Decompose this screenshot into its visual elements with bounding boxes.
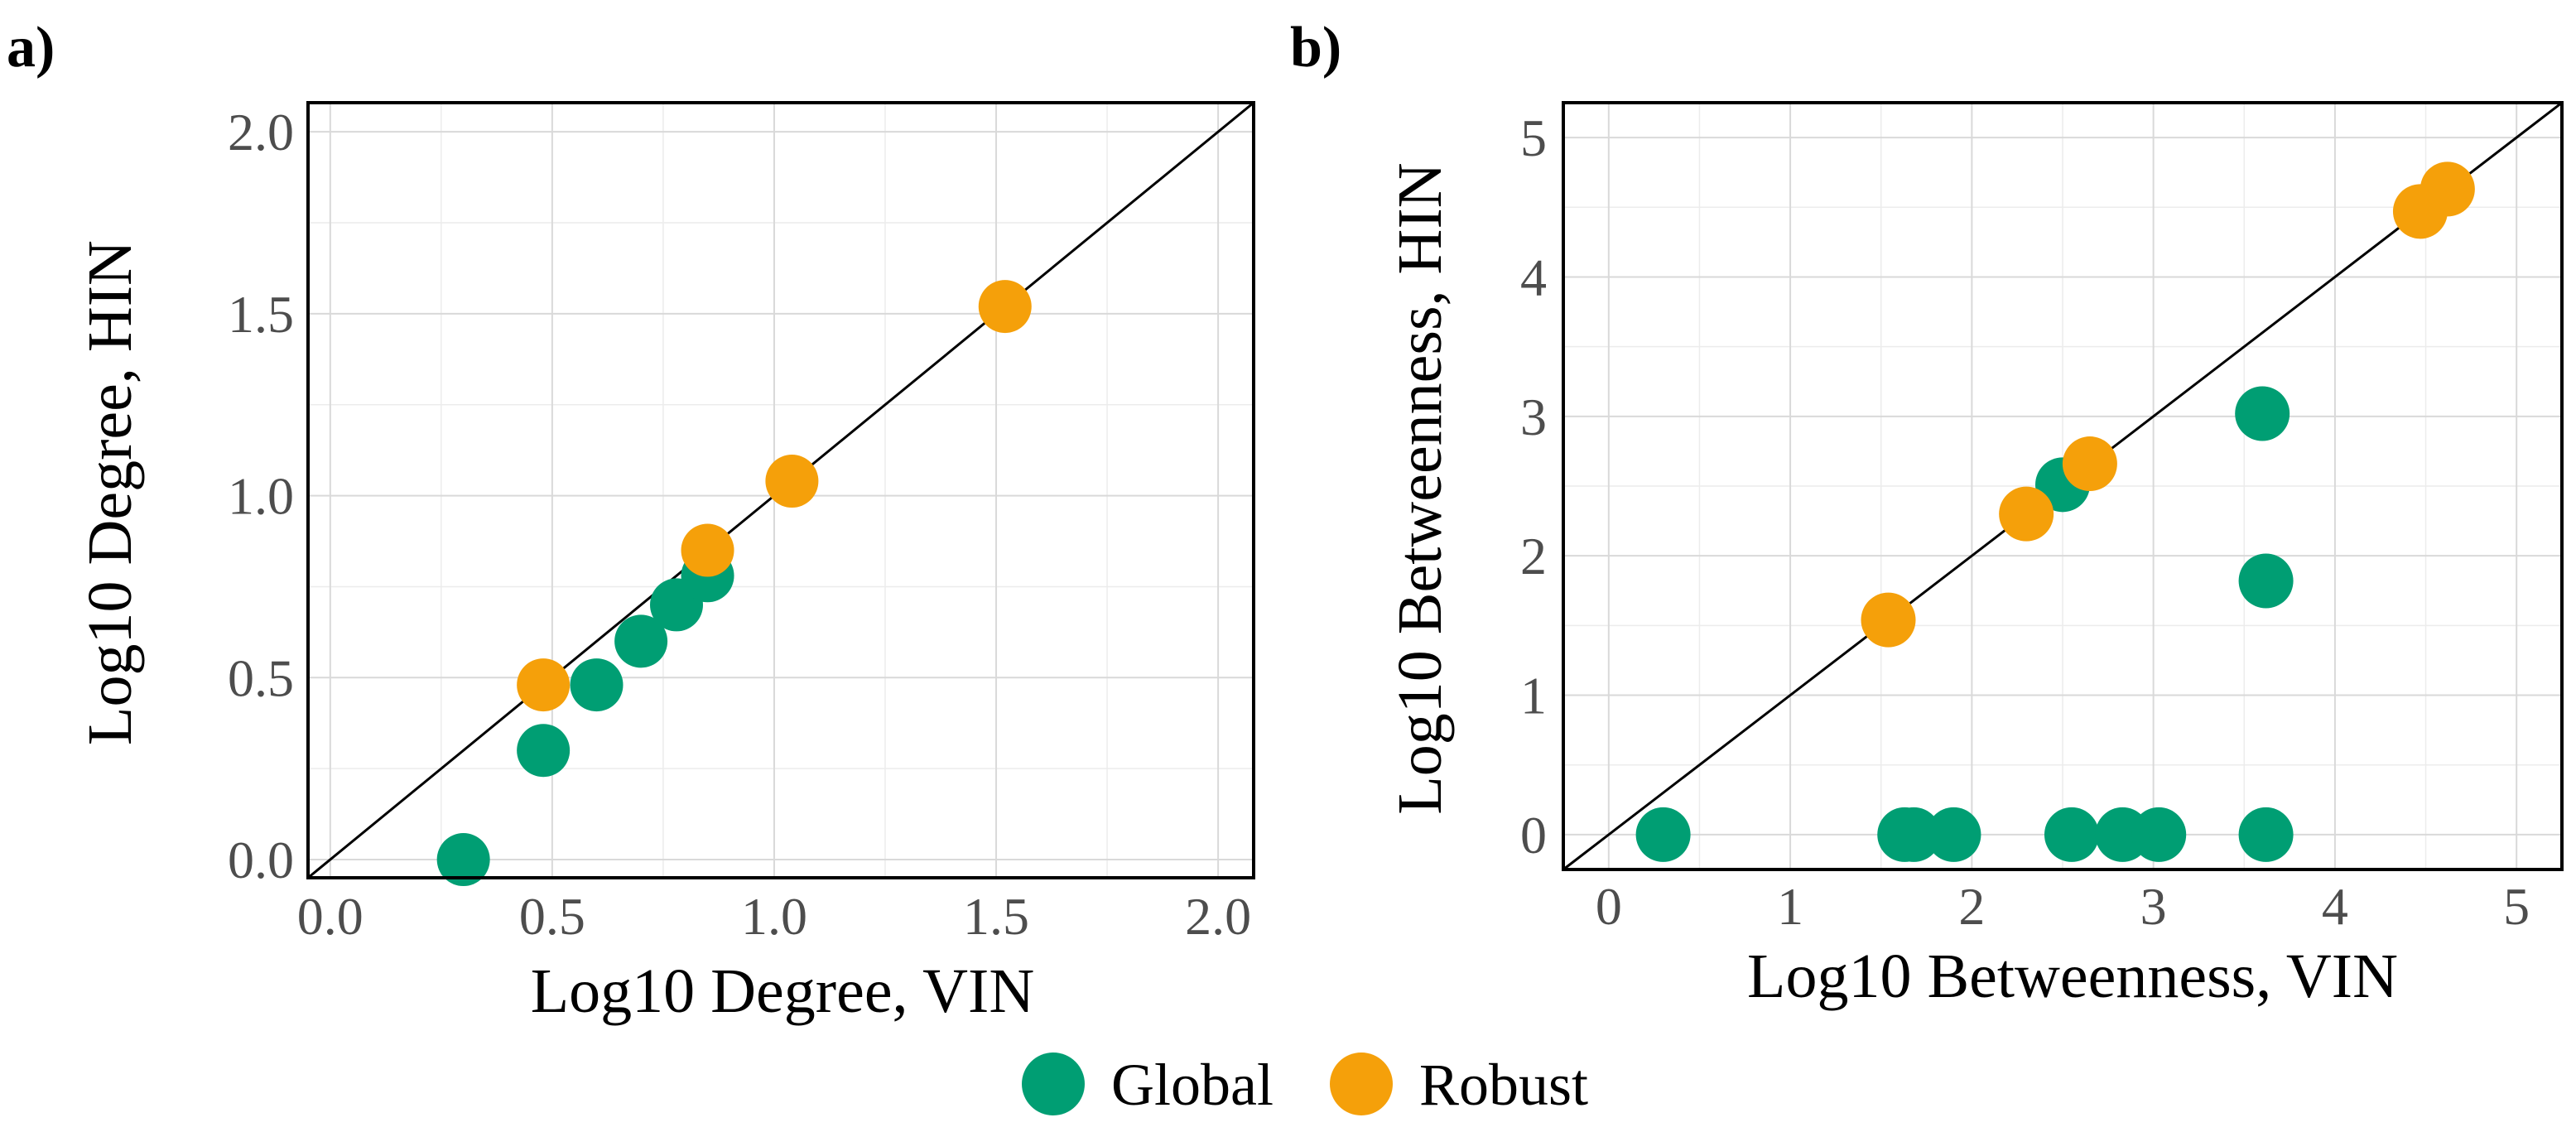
data-point-global (517, 724, 571, 778)
data-point-global (1926, 807, 1981, 862)
panel-a-degree-scatter: a) 0.0 0.5 1.0 1.5 2.0 0.0 0.5 1.0 1.5 2.0 Log10… (7, 16, 1255, 1026)
y-tick-label: 5 (1520, 108, 1547, 167)
x-tick-label: 2 (1958, 877, 1985, 936)
data-point-global (2131, 807, 2187, 862)
data-point-robust (681, 523, 734, 577)
legend-swatch-robust (1330, 1053, 1393, 1115)
panel-b-x-ticks: 0 1 2 3 4 5 (1596, 877, 2530, 936)
data-point-robust (978, 280, 1032, 334)
panel-label-a: a) (7, 16, 55, 79)
data-point-global (436, 833, 490, 887)
data-point-global (2238, 553, 2294, 609)
y-tick-label: 1.5 (228, 285, 294, 344)
x-tick-label: 4 (2322, 877, 2348, 936)
panel-a-x-ticks: 0.0 0.5 1.0 1.5 2.0 (297, 887, 1251, 946)
x-tick-label: 0.5 (519, 887, 585, 946)
panel-a-grid (308, 103, 1254, 878)
y-tick-label: 1.0 (228, 467, 294, 526)
x-tick-label: 2.0 (1185, 887, 1251, 946)
y-tick-label: 4 (1520, 248, 1547, 306)
data-point-robust (2420, 161, 2475, 217)
data-point-global (2044, 807, 2099, 862)
panel-b-grid (1563, 103, 2562, 869)
data-point-global (1635, 807, 1691, 862)
y-tick-label: 1 (1520, 667, 1547, 725)
panel-b-points (1635, 161, 2475, 862)
panel-a-x-axis-title: Log10 Degree, VIN (531, 956, 1035, 1026)
data-point-robust (2062, 436, 2117, 492)
panel-a-points (436, 280, 1032, 887)
legend-label-robust: Robust (1419, 1052, 1588, 1118)
panel-a-y-ticks: 0.0 0.5 1.0 1.5 2.0 (228, 103, 294, 889)
data-point-global (614, 614, 668, 668)
y-tick-label: 0.5 (228, 648, 294, 707)
panel-a-plot-frame (306, 101, 1255, 879)
panel-a-y-axis-title: Log10 Degree, HIN (75, 240, 145, 745)
y-tick-label: 2.0 (228, 103, 294, 161)
y-tick-label: 3 (1520, 388, 1547, 446)
x-tick-label: 1.0 (741, 887, 807, 946)
x-tick-label: 0.0 (297, 887, 364, 946)
data-point-robust (1999, 486, 2054, 542)
y-tick-label: 2 (1520, 527, 1547, 585)
x-tick-label: 0 (1596, 877, 1622, 936)
data-point-robust (517, 658, 571, 712)
x-tick-label: 5 (2503, 877, 2530, 936)
x-tick-label: 1.5 (963, 887, 1029, 946)
panel-b-y-axis-title: Log10 Betweenness, HIN (1385, 162, 1455, 814)
legend: Global Robust (1022, 1052, 1588, 1118)
x-tick-label: 1 (1777, 877, 1803, 936)
panel-b-plot-frame (1562, 101, 2564, 871)
data-point-global (570, 658, 624, 712)
data-point-robust (1861, 592, 1916, 648)
data-point-global (2235, 386, 2290, 441)
x-tick-label: 3 (2140, 877, 2167, 936)
panel-label-b: b) (1290, 16, 1341, 79)
panel-b-y-ticks: 0 1 2 3 4 5 (1520, 108, 1547, 865)
y-tick-label: 0.0 (228, 831, 294, 889)
legend-swatch-global (1022, 1053, 1085, 1115)
legend-label-global: Global (1111, 1052, 1274, 1118)
data-point-global (2238, 807, 2294, 862)
panel-b-x-axis-title: Log10 Betweenness, VIN (1747, 942, 2398, 1011)
y-tick-label: 0 (1520, 806, 1547, 865)
data-point-global (1886, 807, 1942, 862)
data-point-robust (765, 455, 819, 508)
